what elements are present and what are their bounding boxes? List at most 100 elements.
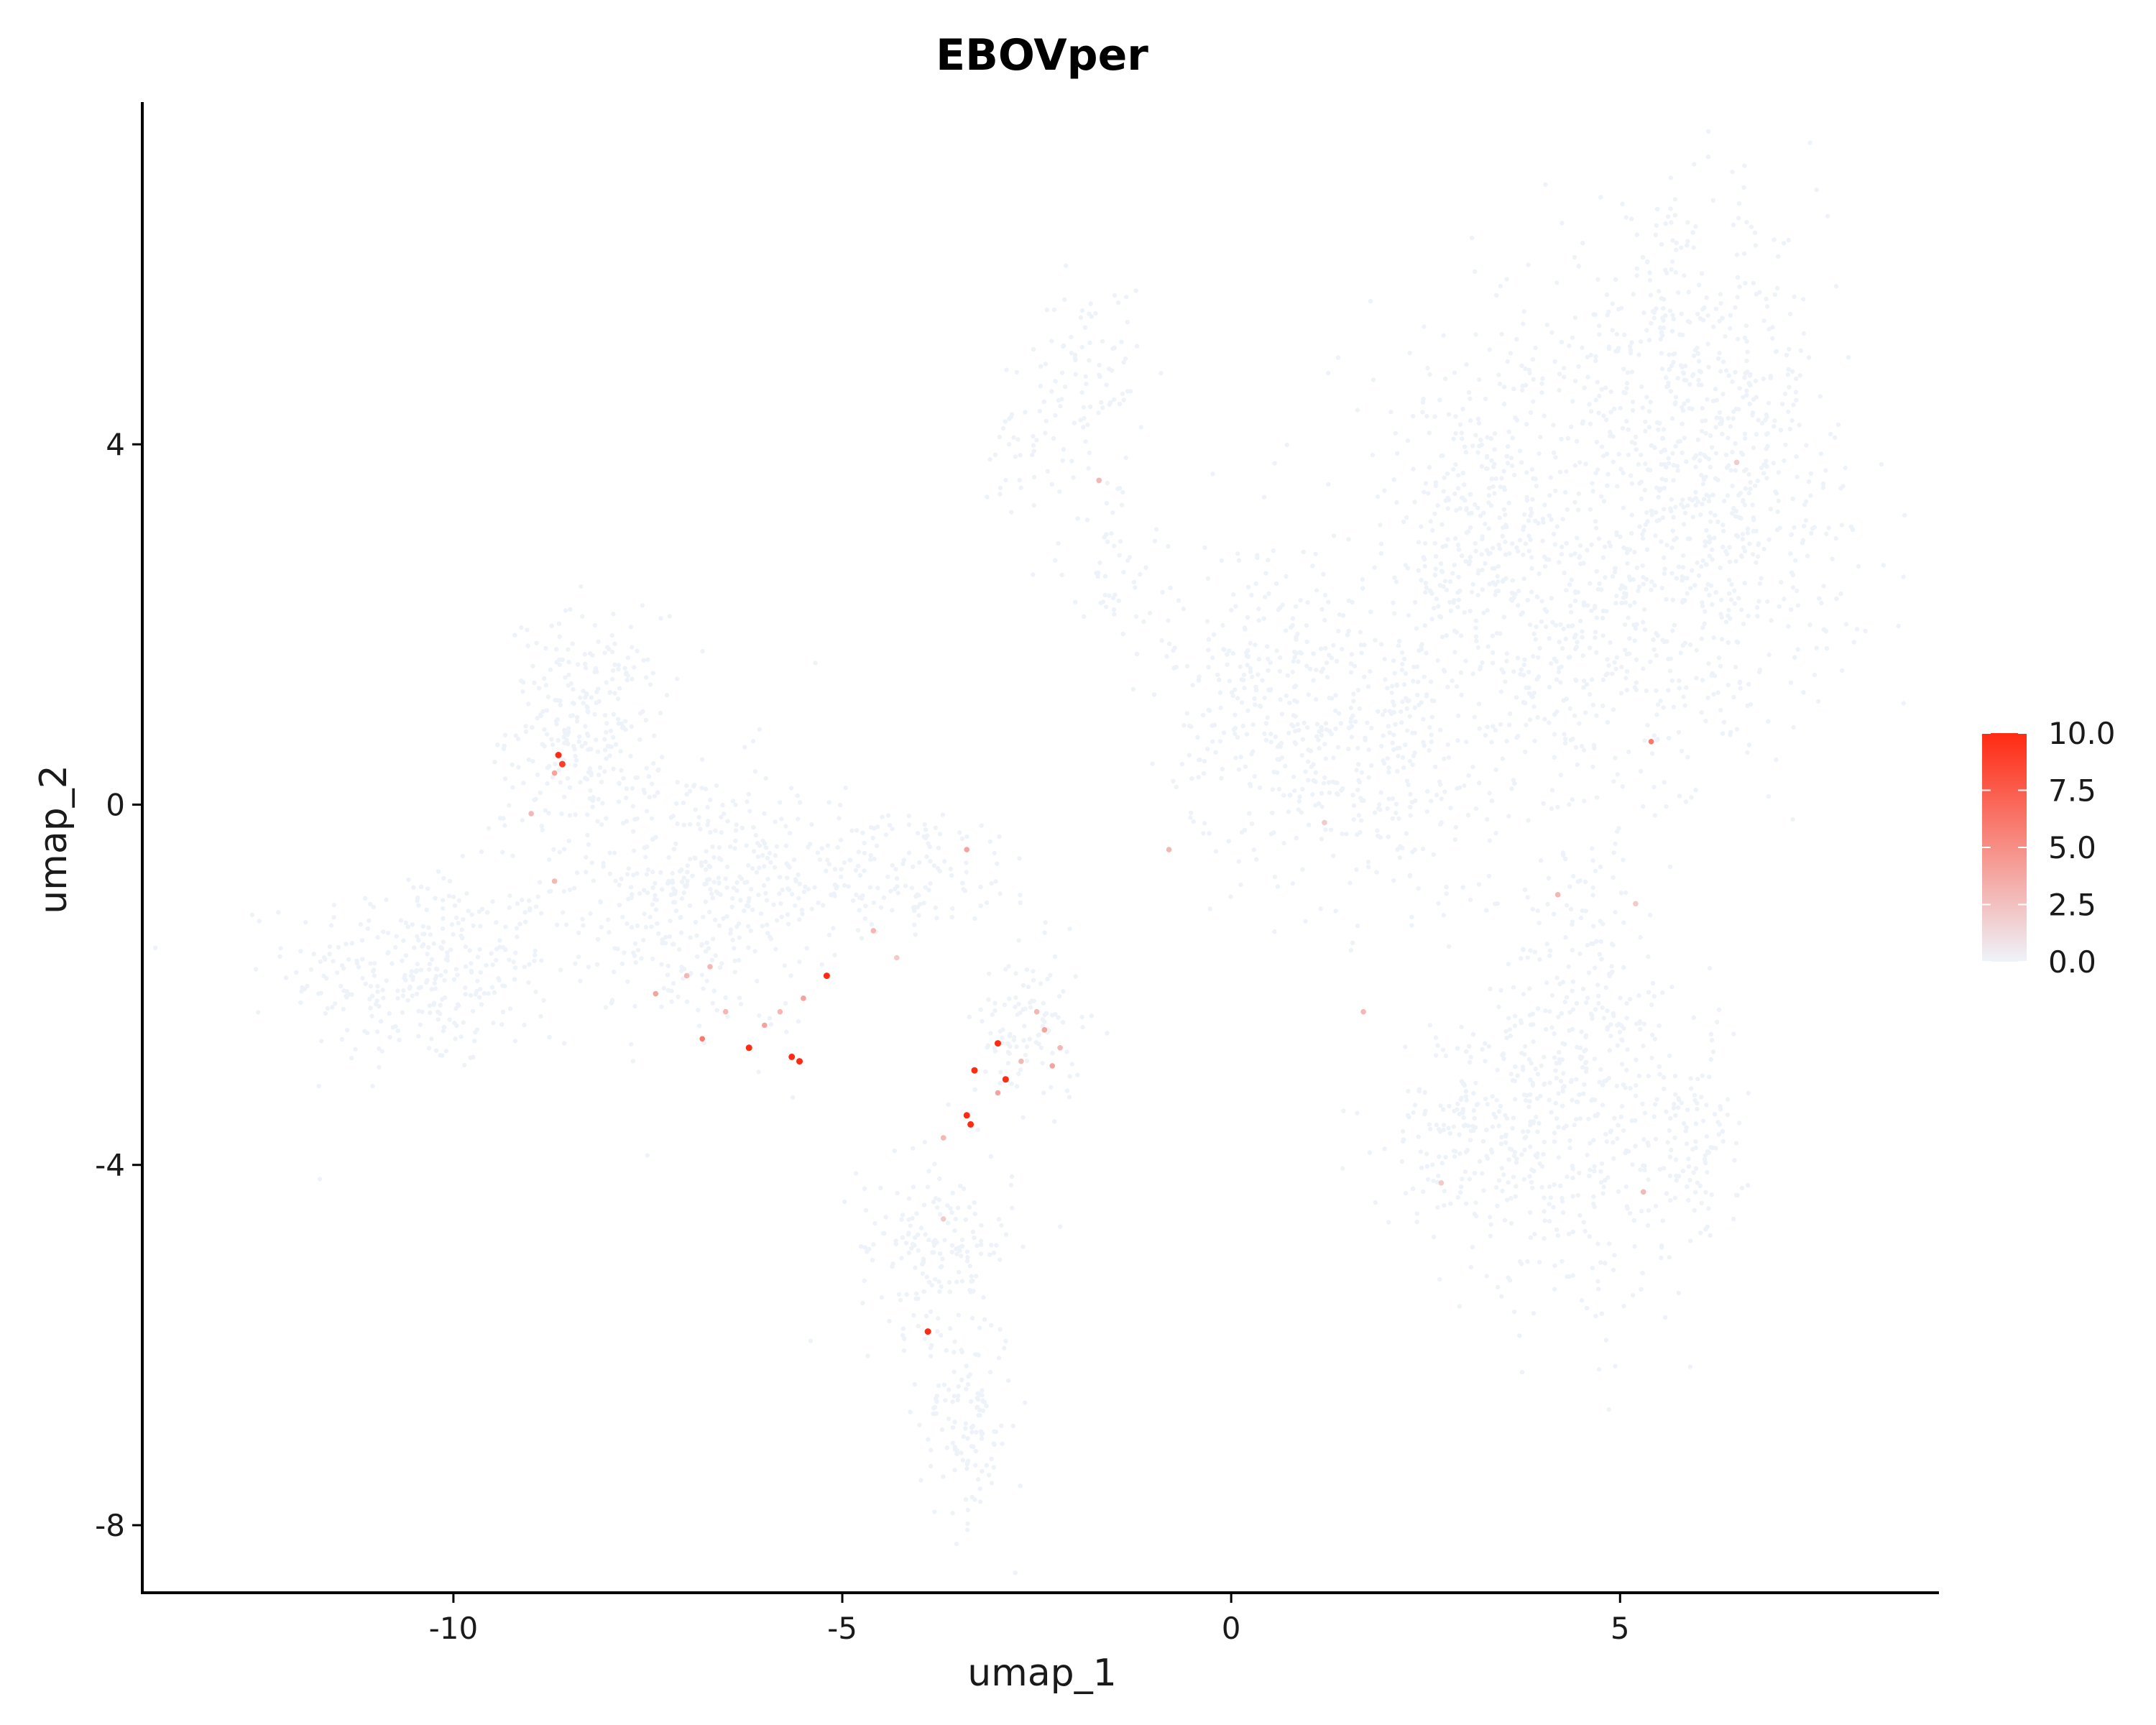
data-point: [1684, 459, 1689, 464]
data-point: [809, 906, 814, 911]
data-point: [1503, 523, 1508, 528]
data-point: [1335, 355, 1341, 360]
data-point: [1545, 901, 1550, 907]
data-point: [1588, 421, 1593, 426]
data-point: [621, 724, 626, 730]
data-point: [1587, 645, 1593, 650]
data-point: [538, 712, 543, 717]
data-point: [693, 919, 699, 925]
data-point: [1522, 1052, 1527, 1057]
data-point: [870, 1258, 875, 1263]
data-point: [1807, 140, 1812, 145]
data-point: [1708, 583, 1714, 588]
data-point: [1100, 339, 1105, 344]
data-point: [656, 767, 661, 772]
data-point: [1657, 488, 1662, 493]
data-point: [1236, 767, 1242, 772]
data-point: [629, 925, 635, 930]
data-point: [894, 875, 900, 881]
data-point: [1694, 648, 1699, 653]
data-point: [1554, 677, 1560, 682]
data-point: [1229, 607, 1234, 612]
data-point: [1117, 402, 1123, 407]
data-point: [403, 953, 408, 958]
data-point: [1491, 661, 1496, 666]
data-point: [1071, 475, 1076, 480]
data-point: [1710, 198, 1716, 203]
data-point: [1569, 577, 1574, 582]
data-point: [1820, 481, 1826, 487]
data-point: [1672, 1101, 1677, 1107]
data-point: [1706, 1150, 1711, 1155]
data-point: [1424, 809, 1430, 814]
data-point: [1484, 455, 1490, 460]
data-point: [1492, 491, 1497, 496]
data-point: [1766, 537, 1772, 542]
data-point: [1680, 1168, 1686, 1174]
data-point: [711, 855, 717, 860]
data-point: [543, 808, 548, 813]
data-point: [1095, 574, 1100, 579]
data-point: [1115, 300, 1121, 305]
data-point: [1553, 1100, 1558, 1106]
data-point: [1419, 642, 1424, 647]
data-point: [842, 883, 847, 888]
highlighted-point: [653, 990, 659, 997]
data-point: [1336, 628, 1341, 634]
data-point: [1391, 703, 1397, 708]
data-point: [1667, 352, 1672, 357]
data-point: [1582, 1082, 1587, 1087]
data-point: [1299, 650, 1304, 656]
data-point: [1570, 335, 1575, 340]
data-point: [1680, 597, 1686, 603]
data-point: [896, 1292, 902, 1297]
data-point: [1225, 652, 1230, 657]
data-point: [1433, 566, 1438, 571]
data-point: [1632, 1243, 1637, 1249]
data-point: [520, 689, 525, 694]
data-point: [502, 732, 507, 737]
data-point: [982, 1399, 987, 1405]
data-point: [853, 1171, 859, 1176]
data-point: [931, 1200, 936, 1205]
data-point: [1389, 690, 1395, 696]
data-point: [573, 753, 578, 759]
data-point: [1593, 635, 1598, 640]
data-point: [1464, 362, 1469, 367]
data-point: [1544, 942, 1549, 947]
data-point: [1790, 585, 1796, 590]
data-point: [1360, 586, 1365, 591]
data-point: [1501, 485, 1507, 490]
data-point: [1489, 477, 1494, 482]
data-point: [1501, 578, 1506, 583]
data-point: [826, 800, 831, 805]
data-point: [895, 891, 900, 896]
data-point: [611, 612, 616, 617]
data-point: [1427, 431, 1432, 436]
data-point: [1533, 637, 1539, 642]
data-point: [1309, 764, 1314, 769]
data-point: [1506, 1157, 1511, 1162]
data-point: [1451, 600, 1457, 605]
data-point: [368, 1006, 373, 1011]
data-point: [1355, 832, 1360, 837]
data-point: [1661, 1075, 1667, 1080]
data-point: [971, 1444, 976, 1450]
data-point: [1221, 730, 1227, 735]
data-point: [779, 816, 784, 822]
data-point: [1599, 957, 1604, 962]
data-point: [1632, 550, 1637, 555]
data-point: [1581, 602, 1586, 608]
data-point: [717, 845, 722, 850]
data-point: [1496, 1178, 1502, 1183]
data-point: [1329, 696, 1335, 701]
data-point: [1828, 431, 1833, 437]
data-point: [1600, 444, 1605, 449]
data-point: [1646, 1073, 1651, 1079]
data-point: [1272, 929, 1277, 934]
highlighted-point: [722, 1008, 729, 1015]
data-point: [1350, 793, 1355, 798]
data-point: [890, 908, 895, 913]
data-point: [1469, 589, 1475, 594]
data-point: [1422, 564, 1427, 569]
